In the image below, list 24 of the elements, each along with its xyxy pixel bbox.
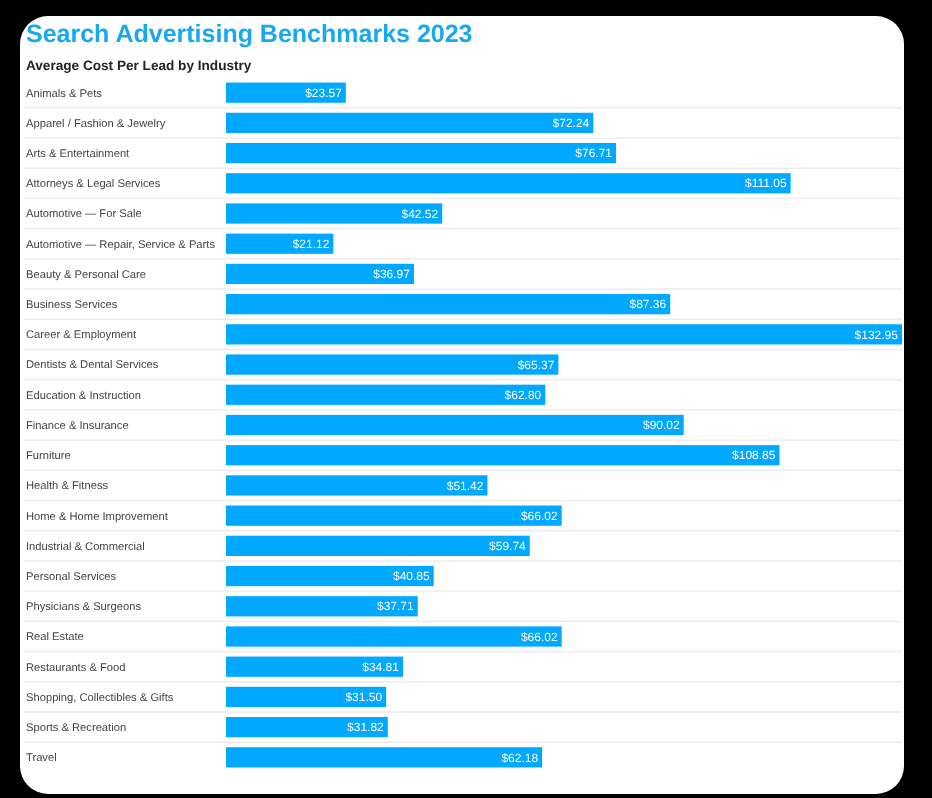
bar: [226, 203, 443, 224]
bar: [226, 414, 684, 436]
bar: [226, 233, 334, 254]
bar: [226, 445, 780, 466]
bar: [226, 354, 559, 375]
bar: [226, 384, 546, 405]
bar: [226, 142, 617, 164]
bar: [226, 656, 403, 677]
bar: [226, 747, 543, 768]
bar: [226, 626, 562, 647]
bar: [226, 82, 346, 103]
bar: [226, 505, 562, 526]
bar: [226, 535, 530, 556]
bar: [226, 263, 414, 285]
bar: [226, 596, 418, 617]
bar: [226, 324, 902, 345]
bar: [226, 717, 388, 738]
bar: [226, 112, 594, 133]
bar: [226, 686, 387, 708]
bar: [226, 173, 791, 194]
chart-title: Search Advertising Benchmarks 2023: [26, 20, 473, 48]
bar: [226, 565, 434, 587]
bar: [226, 294, 671, 315]
bar: [226, 475, 488, 496]
